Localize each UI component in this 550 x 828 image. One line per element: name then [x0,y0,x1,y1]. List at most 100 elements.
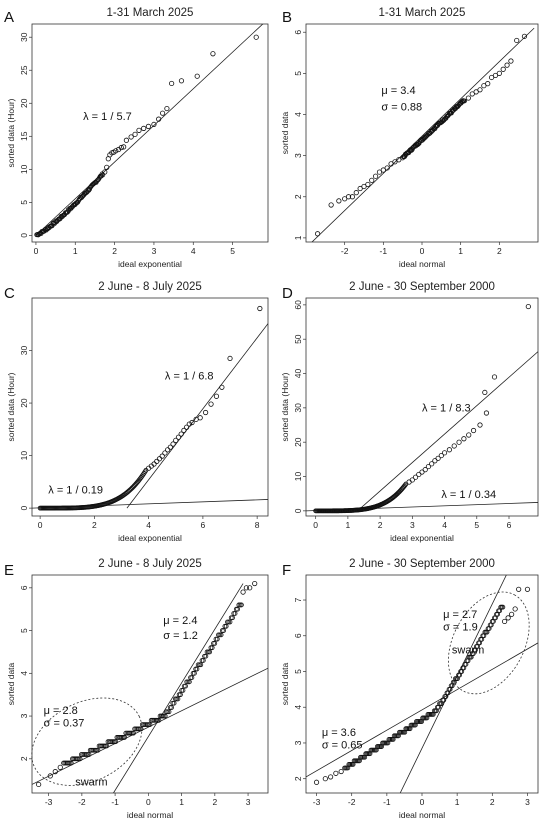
data-point [192,670,197,676]
x-tick-label: 5 [230,246,235,256]
y-tick-label: 5 [293,71,303,76]
data-point [210,51,216,57]
data-point [189,419,195,426]
data-point [505,615,511,621]
data-point [380,167,386,173]
panel-title: 2 June - 8 July 2025 [98,281,202,293]
x-tick-label: 0 [146,797,151,807]
x-tick-label: 3 [152,246,157,256]
plot-frame [31,297,269,517]
y-tick-label: 10 [293,472,303,482]
data-point [384,165,390,171]
panel-title: 1-31 March 2025 [379,7,466,19]
data-point [500,66,506,72]
annotation-text: σ = 0.88 [381,101,422,113]
x-tick-label: 2 [212,797,217,807]
data-point [512,606,518,612]
x-tick-label: 2 [112,246,117,256]
annotation-text: λ = 1 / 5.7 [83,111,132,123]
annotation-text: μ = 2.4 [163,615,197,627]
x-tick-label: -1 [111,797,119,807]
x-axis-label: ideal exponential [118,533,182,543]
annotation-text: σ = 0.65 [322,739,363,751]
x-tick-label: 8 [255,520,260,530]
y-tick-label: 5 [293,669,303,674]
data-point [113,148,119,154]
swarm-ellipse [448,591,530,695]
swarm-ellipse [31,697,143,786]
x-tick-label: 3 [410,520,415,530]
x-tick-label: 6 [201,520,206,530]
data-point [36,781,42,788]
data-point [156,456,163,462]
data-point [357,185,363,192]
data-point [47,773,53,779]
y-tick-label: 2 [293,194,303,199]
data-point [322,776,328,782]
y-tick-label: 30 [19,346,29,356]
data-point [207,649,213,655]
data-point [209,645,215,651]
data-point [504,62,510,68]
y-tick-label: 3 [19,713,29,718]
y-tick-label: 5 [19,200,29,205]
y-axis-label: sorted data (Hour) [6,372,16,441]
plot-frame [305,23,539,243]
y-axis-label: sorted data (Hour) [280,372,290,441]
data-point [422,467,428,473]
panel-title: 1-31 March 2025 [107,7,194,19]
data-point [170,441,176,447]
data-point [525,303,531,310]
data-point [219,384,225,390]
data-point [361,183,367,190]
data-point [313,779,320,785]
fit-line [113,583,244,793]
y-tick-label: 20 [19,398,29,408]
data-point [180,688,186,693]
x-tick-label: 4 [191,246,196,256]
data-point [342,196,348,202]
data-point [214,636,220,642]
data-point [425,463,432,470]
data-point [328,774,334,780]
y-tick-label: 6 [293,30,303,35]
data-point [95,747,101,753]
data-point [227,619,233,625]
annotation-text: λ = 1 / 6.8 [165,370,214,382]
data-point [461,436,467,442]
data-point [345,194,352,200]
data-point [91,181,97,186]
x-tick-label: 4 [442,520,447,530]
data-point [167,444,173,450]
data-point [429,461,435,467]
data-point [57,764,63,770]
data-point [333,770,339,776]
data-point [338,768,344,775]
data-point [156,717,162,723]
x-tick-label: 2 [378,520,383,530]
data-point [349,194,355,200]
y-tick-label: 3 [293,153,303,158]
data-point [328,202,334,208]
data-point [432,458,438,464]
panel-title: 2 June - 30 September 2000 [349,558,495,570]
data-point [36,231,42,237]
y-tick-label: 30 [19,32,29,42]
y-tick-label: 10 [19,451,29,461]
y-tick-label: 5 [19,628,29,633]
y-tick-label: 1 [293,235,303,240]
y-axis-label: sorted data (Hour) [6,98,16,167]
x-tick-label: 2 [497,246,502,256]
panel-label: D [282,285,293,302]
x-tick-label: 0 [420,797,425,807]
y-tick-label: 50 [293,334,303,344]
x-tick-label: -2 [78,797,86,807]
data-point [141,125,147,131]
annotation-text: μ = 2.7 [443,609,477,621]
data-point [466,432,472,438]
x-tick-label: 1 [455,797,460,807]
data-point [252,580,258,587]
x-tick-label: 3 [246,797,251,807]
data-point [524,586,531,592]
data-point [151,461,157,467]
